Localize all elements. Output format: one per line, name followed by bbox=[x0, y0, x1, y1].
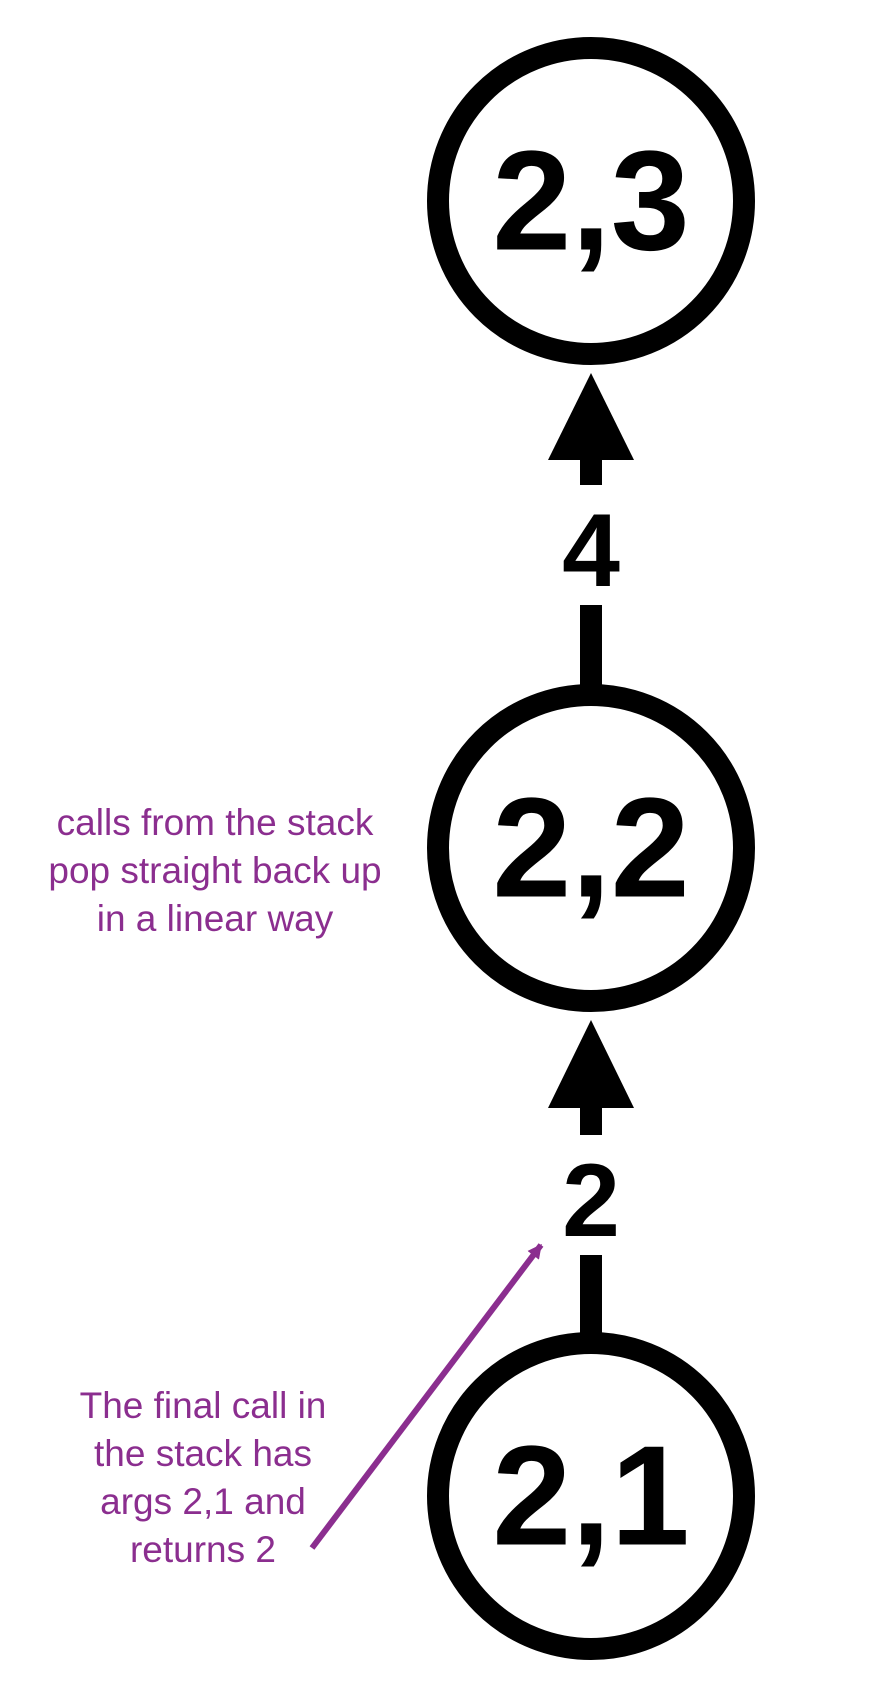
annotation-line: pop straight back up bbox=[48, 850, 381, 891]
annotation-line: calls from the stack bbox=[57, 802, 374, 843]
annotation-final-call-note: The final call in the stack has args 2,1… bbox=[80, 1243, 544, 1570]
node-circle bbox=[427, 37, 755, 365]
annotation-line: args 2,1 and bbox=[100, 1481, 306, 1522]
node-call-2-2: 2,2 bbox=[427, 684, 755, 1012]
edge-middle-to-top: 4 bbox=[548, 373, 634, 690]
edge-label-return-value: 4 bbox=[562, 493, 620, 609]
annotation-line: The final call in bbox=[80, 1385, 327, 1426]
node-label: 2,1 bbox=[492, 1417, 689, 1576]
edge-label-return-value: 2 bbox=[562, 1143, 620, 1259]
edge-bottom-to-middle: 2 bbox=[548, 1020, 634, 1340]
node-call-2-3: 2,3 bbox=[427, 37, 755, 365]
arrowhead-up-icon bbox=[548, 373, 634, 460]
node-circle bbox=[427, 684, 755, 1012]
node-label: 2,2 bbox=[492, 769, 689, 928]
annotation-line: in a linear way bbox=[97, 898, 334, 939]
arrowhead-up-icon bbox=[548, 1020, 634, 1108]
node-call-2-1: 2,1 bbox=[427, 1332, 755, 1660]
annotation-line: returns 2 bbox=[130, 1529, 276, 1570]
annotation-line: the stack has bbox=[94, 1433, 312, 1474]
node-circle bbox=[427, 1332, 755, 1660]
node-label: 2,3 bbox=[492, 122, 689, 281]
annotation-pointer-arrow-icon bbox=[309, 1243, 544, 1550]
annotation-stack-note: calls from the stack pop straight back u… bbox=[48, 802, 381, 939]
